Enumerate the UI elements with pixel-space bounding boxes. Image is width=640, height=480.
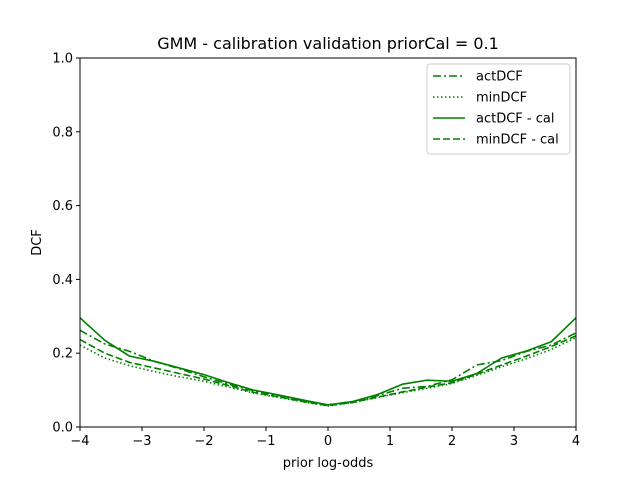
x-axis-label: prior log-odds — [283, 456, 374, 471]
x-tick-label: 3 — [510, 434, 518, 449]
legend-label: actDCF — [476, 70, 523, 85]
y-axis: 0.0 0.2 0.4 0.6 0.8 1.0 — [52, 52, 80, 436]
x-tick-label: 2 — [448, 434, 456, 449]
y-tick-label: 0.6 — [52, 199, 73, 214]
x-tick-label: −1 — [256, 434, 275, 449]
y-tick-label: 0.0 — [52, 421, 73, 436]
series-line-actdcf-cal — [79, 317, 577, 406]
y-tick-label: 0.2 — [52, 347, 73, 362]
legend-label: minDCF — [476, 91, 527, 106]
x-tick-label: 0 — [324, 434, 332, 449]
series-line-mindcf — [79, 336, 577, 407]
legend-label: actDCF - cal — [476, 112, 554, 127]
x-tick-label: −3 — [132, 434, 151, 449]
x-tick-label: 4 — [572, 434, 580, 449]
legend-box — [426, 63, 571, 155]
legend-label: minDCF - cal — [476, 133, 559, 148]
x-tick-label: −4 — [70, 434, 89, 449]
legend: actDCF minDCF actDCF - cal minDCF - cal — [426, 63, 571, 155]
x-tick-label: 1 — [386, 434, 394, 449]
series-group — [79, 317, 577, 407]
y-axis-label: DCF — [30, 229, 45, 256]
y-tick-label: 1.0 — [52, 52, 73, 67]
x-tick-label: −2 — [194, 434, 213, 449]
x-axis: −4 −3 −2 −1 0 1 2 3 4 — [70, 427, 580, 449]
y-tick-label: 0.4 — [52, 273, 73, 288]
chart-title: GMM - calibration validation priorCal = … — [157, 34, 499, 53]
y-tick-label: 0.8 — [52, 125, 73, 140]
